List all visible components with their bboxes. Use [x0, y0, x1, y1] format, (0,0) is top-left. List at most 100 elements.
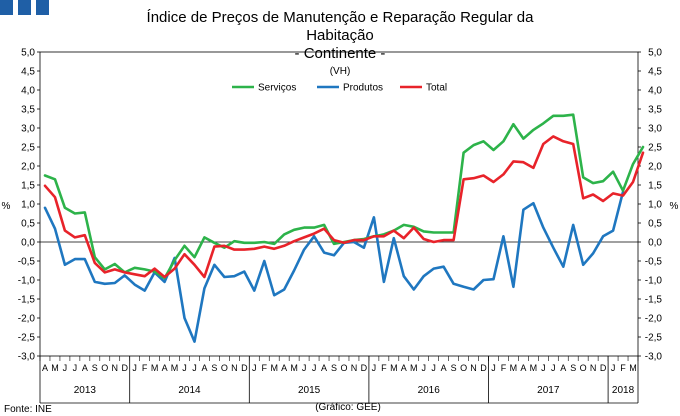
x-month-label: F: [381, 363, 387, 373]
x-month-label: N: [231, 363, 238, 373]
x-month-label: D: [600, 363, 607, 373]
x-month-label: M: [390, 363, 398, 373]
x-month-label: A: [441, 363, 447, 373]
x-month-label: F: [142, 363, 148, 373]
x-month-label: M: [290, 363, 298, 373]
source-note: Fonte: INE: [4, 404, 52, 415]
chart-subtitle: (VH): [330, 66, 351, 77]
y-tick-label-left: -0,5: [18, 257, 36, 268]
x-year-label: 2018: [612, 385, 635, 396]
y-tick-label-right: 3,0: [648, 124, 662, 135]
x-month-label: M: [151, 363, 159, 373]
x-month-label: O: [221, 363, 228, 373]
x-month-label: A: [281, 363, 287, 373]
y-tick-label-left: 1,0: [21, 200, 35, 211]
x-month-label: A: [42, 363, 48, 373]
y-tick-label-right: -1,5: [645, 295, 663, 306]
x-month-label: A: [321, 363, 327, 373]
y-tick-label-left: 0,5: [21, 219, 35, 230]
y-tick-label-left: 4,0: [21, 86, 35, 97]
x-month-label: J: [252, 363, 257, 373]
series-line-total: [43, 135, 645, 279]
x-month-label: N: [351, 363, 358, 373]
x-month-label: J: [182, 363, 187, 373]
x-year-label: 2015: [298, 385, 321, 396]
legend-label: Serviços: [258, 83, 296, 94]
x-month-label: A: [82, 363, 88, 373]
x-month-label: J: [491, 363, 496, 373]
y-tick-label-left: 3,0: [21, 124, 35, 135]
x-month-label: J: [73, 363, 78, 373]
logo-square-2: [18, 0, 31, 15]
y-tick-label-right: 0,0: [648, 238, 662, 249]
logo-square-1: [0, 0, 13, 15]
x-month-label: S: [331, 363, 337, 373]
x-month-label: O: [101, 363, 108, 373]
x-month-label: J: [302, 363, 307, 373]
legend: Serviços Produtos Total: [232, 83, 447, 94]
y-tick-label-right: -2,5: [645, 333, 663, 344]
credit-note: (Gráfico: GEE): [315, 402, 381, 413]
x-month-label: J: [312, 363, 317, 373]
chart-title-line3: - Continente -: [295, 45, 386, 62]
y-tick-label-right: -3,0: [645, 352, 663, 363]
x-month-label: M: [410, 363, 418, 373]
x-month-label: N: [112, 363, 119, 373]
legend-label: Total: [426, 83, 447, 94]
x-month-label: S: [570, 363, 576, 373]
y-tick-label-left: -1,0: [18, 276, 36, 287]
x-month-label: A: [201, 363, 207, 373]
plot-frame: [39, 51, 639, 357]
x-month-label: D: [480, 363, 487, 373]
x-month-label: A: [401, 363, 407, 373]
x-month-label: F: [620, 363, 626, 373]
x-month-label: J: [63, 363, 68, 373]
x-month-label: M: [510, 363, 518, 373]
x-month-label: J: [421, 363, 426, 373]
y-tick-label-left: 2,5: [21, 143, 35, 154]
x-year-label: 2017: [537, 385, 560, 396]
x-year-label: 2013: [74, 385, 97, 396]
x-month-label: A: [520, 363, 526, 373]
x-month-label: J: [431, 363, 436, 373]
y-tick-label-right: 1,0: [648, 200, 662, 211]
x-month-label: J: [132, 363, 137, 373]
x-month-label: D: [121, 363, 128, 373]
x-month-label: O: [340, 363, 347, 373]
x-month-label: N: [590, 363, 597, 373]
series-line-servi-os: [43, 113, 645, 280]
x-month-label: S: [451, 363, 457, 373]
y-tick-label-right: 1,5: [648, 181, 662, 192]
y-tick-label-left: -1,5: [18, 295, 36, 306]
y-axis-label-left: %: [2, 201, 11, 212]
y-tick-label-right: -0,5: [645, 257, 663, 268]
y-tick-label-left: 5,0: [21, 48, 35, 59]
x-month-label: J: [551, 363, 556, 373]
x-month-label: M: [270, 363, 278, 373]
x-month-label: J: [372, 363, 377, 373]
y-tick-label-right: 3,5: [648, 105, 662, 116]
y-tick-label-left: 2,0: [21, 162, 35, 173]
y-tick-label-right: 4,0: [648, 86, 662, 97]
y-tick-label-right: -1,0: [645, 276, 663, 287]
x-month-label: D: [241, 363, 248, 373]
axes-layer: 5,0 5,0 4,5 4,5 4,0 4,0 3,5 3,5 3,0 3,0 2,5 2,5 2,0 2…: [18, 48, 663, 404]
y-axis-label-right: %: [670, 201, 679, 212]
y-tick-label-left: 3,5: [21, 105, 35, 116]
x-month-label: A: [560, 363, 566, 373]
y-tick-label-right: 5,0: [648, 48, 662, 59]
y-tick-label-left: 0,0: [21, 238, 35, 249]
x-year-label: 2016: [418, 385, 441, 396]
legend-label: Produtos: [343, 83, 383, 94]
y-tick-label-left: -2,0: [18, 314, 36, 325]
x-month-label: S: [92, 363, 98, 373]
y-tick-label-left: -2,5: [18, 333, 36, 344]
y-tick-label-right: 4,5: [648, 67, 662, 78]
x-month-label: O: [580, 363, 587, 373]
x-month-label: N: [470, 363, 477, 373]
series-line-produtos: [43, 190, 625, 343]
chart-title-line1: Índice de Preços de Manutenção e Reparaç…: [147, 9, 535, 26]
x-month-label: A: [162, 363, 168, 373]
y-tick-label-left: -3,0: [18, 352, 36, 363]
